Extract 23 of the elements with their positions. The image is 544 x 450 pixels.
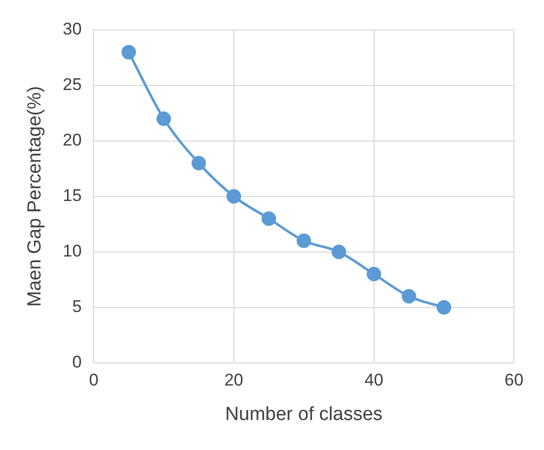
y-tick-label: 5	[72, 297, 82, 316]
x-tick-label: 60	[504, 370, 524, 390]
x-tick-label: 40	[364, 370, 384, 390]
x-axis-title: Number of classes	[225, 404, 383, 425]
point	[402, 288, 416, 304]
point	[192, 156, 206, 170]
point	[332, 244, 346, 260]
y-tick-label: 20	[62, 130, 82, 150]
point	[296, 234, 312, 248]
point	[156, 111, 172, 126]
y-tick-label: 15	[62, 186, 82, 206]
y-tick-label: 30	[62, 20, 82, 39]
point	[226, 189, 242, 204]
point	[366, 266, 382, 282]
y-tick-label: 0	[72, 352, 82, 372]
point	[436, 300, 452, 315]
point	[262, 211, 276, 226]
y-axis-title: Maen Gap Percentage(%)	[24, 86, 46, 307]
y-tick-label: 25	[62, 75, 82, 94]
point	[121, 44, 136, 60]
x-tick-label: 20	[224, 370, 244, 390]
x-tick-label: 0	[88, 370, 98, 390]
y-tick-label: 10	[62, 242, 82, 261]
